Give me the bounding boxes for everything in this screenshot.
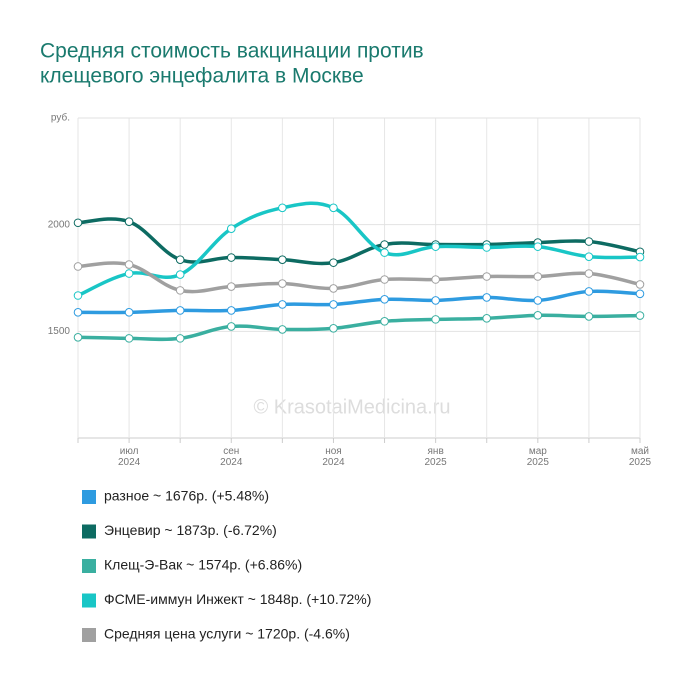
y-tick-label: 1500 — [48, 326, 71, 337]
data-point — [380, 240, 389, 249]
data-point — [482, 243, 492, 252]
data-point — [635, 252, 645, 262]
legend-label: Энцевир ~ 1873р. (-6.72%) — [104, 522, 277, 538]
data-point — [124, 308, 134, 317]
data-point — [124, 217, 134, 226]
data-point — [482, 314, 492, 323]
data-point — [226, 322, 236, 331]
data-point — [73, 262, 83, 271]
chart-title: Средняя стоимость вакцинации против — [40, 40, 424, 63]
data-point — [175, 286, 185, 295]
y-tick-label: руб. — [51, 112, 70, 124]
data-point — [278, 279, 287, 288]
data-point — [226, 306, 236, 315]
data-point — [278, 203, 287, 213]
data-point — [329, 258, 338, 267]
x-tick-label: июл 2024 — [118, 446, 141, 468]
legend-swatch — [82, 490, 96, 504]
data-point — [380, 248, 389, 257]
legend-swatch — [82, 524, 96, 539]
data-point — [635, 280, 645, 289]
data-point — [533, 311, 543, 320]
x-tick-label: мар 2025 — [527, 446, 550, 468]
data-point — [431, 275, 440, 284]
legend-label: разное ~ 1676р. (+5.48%) — [104, 488, 269, 504]
data-point — [584, 237, 594, 246]
data-point — [73, 218, 83, 228]
data-point — [482, 293, 492, 302]
data-point — [431, 296, 440, 305]
y-tick-label: 2000 — [48, 219, 71, 230]
data-point — [482, 272, 492, 281]
legend-label: Клещ-Э-Вак ~ 1574р. (+6.86%) — [104, 557, 302, 573]
series-line — [77, 289, 641, 315]
data-point — [533, 242, 543, 251]
data-point — [584, 287, 594, 296]
data-point — [278, 255, 287, 264]
series-line — [77, 261, 641, 294]
data-point — [226, 282, 236, 291]
x-tick-label: май 2025 — [629, 446, 652, 468]
data-point — [73, 308, 83, 317]
data-point — [431, 242, 440, 251]
data-point — [175, 270, 185, 279]
data-point — [124, 269, 134, 278]
data-point — [380, 295, 389, 304]
x-tick-label: ноя 2024 — [322, 446, 345, 468]
data-point — [226, 224, 236, 234]
data-point — [226, 253, 236, 262]
data-point — [584, 269, 594, 278]
data-point — [329, 324, 338, 333]
data-point — [380, 317, 389, 326]
data-point — [380, 275, 389, 284]
legend-swatch — [82, 628, 96, 642]
chart-title: клещевого энцефалита в Москве — [40, 65, 364, 88]
legend-swatch — [82, 593, 96, 608]
legend-label: ФСМЕ-иммун Инжект ~ 1848р. (+10.72%) — [104, 591, 371, 607]
data-point — [124, 260, 134, 269]
data-point — [175, 334, 185, 343]
data-point — [635, 289, 645, 299]
data-point — [431, 315, 440, 324]
legend-label: Средняя цена услуги ~ 1720р. (-4.6%) — [104, 626, 350, 642]
data-point — [73, 333, 83, 342]
data-point — [584, 312, 594, 321]
data-point — [175, 306, 185, 315]
series-line — [77, 313, 641, 342]
legend-swatch — [82, 559, 96, 573]
data-point — [533, 272, 543, 281]
data-point — [329, 203, 338, 213]
data-point — [175, 255, 185, 264]
data-point — [124, 334, 134, 343]
data-point — [584, 252, 594, 261]
series-line — [77, 217, 641, 266]
data-point — [635, 311, 645, 320]
x-tick-label: сен 2024 — [220, 446, 243, 468]
data-point — [278, 325, 287, 334]
data-point — [73, 291, 83, 300]
data-point — [533, 296, 543, 305]
watermark: © KrasotaiMedicina.ru — [253, 396, 450, 418]
data-point — [329, 284, 338, 293]
data-point — [278, 300, 287, 309]
data-point — [329, 300, 338, 309]
x-tick-label: янв 2025 — [425, 446, 448, 468]
